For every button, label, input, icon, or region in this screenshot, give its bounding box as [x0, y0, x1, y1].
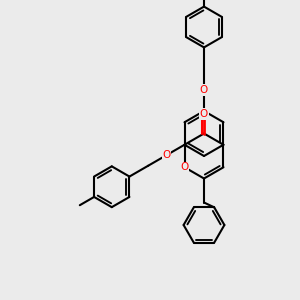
Text: O: O: [180, 162, 189, 172]
Text: O: O: [200, 85, 208, 95]
Text: O: O: [200, 109, 208, 119]
Text: O: O: [162, 150, 170, 160]
